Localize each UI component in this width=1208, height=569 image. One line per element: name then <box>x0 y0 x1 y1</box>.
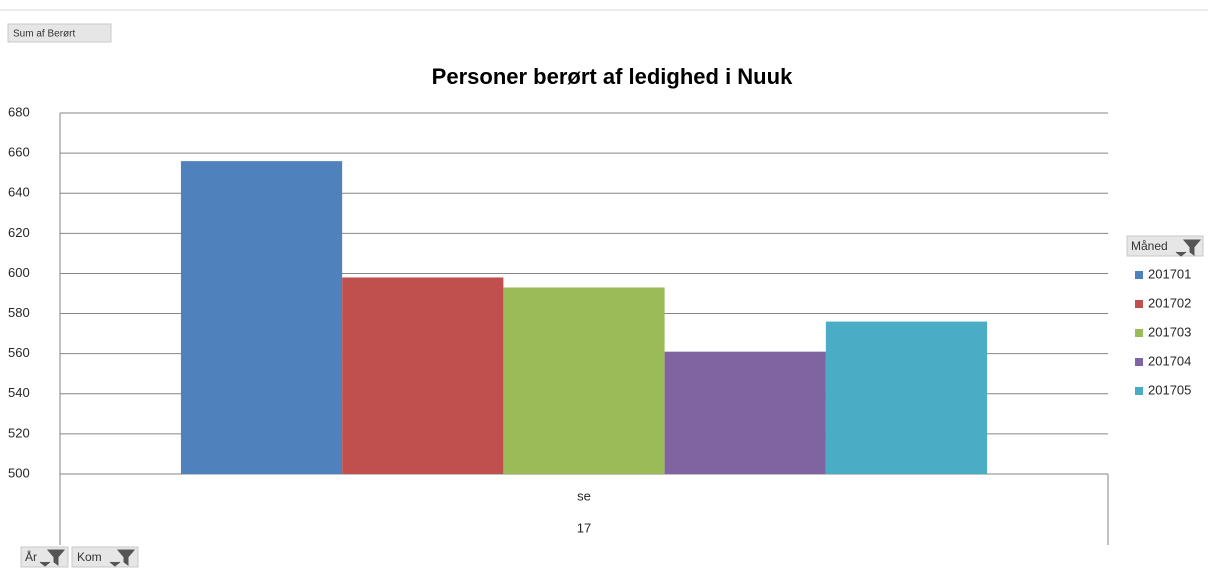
filter-icon[interactable] <box>1175 239 1202 257</box>
y-tick-label: 540 <box>8 385 30 400</box>
bar <box>825 321 988 474</box>
y-tick-label: 620 <box>8 225 30 240</box>
x-tick-label: se <box>577 488 591 503</box>
legend-label: 201701 <box>1148 266 1191 281</box>
value-field-button[interactable]: Sum af Berørt <box>7 23 112 43</box>
legend-swatch <box>1135 387 1143 395</box>
legend-field-button[interactable]: Måned <box>1126 235 1204 257</box>
x-group-label: 17 <box>577 520 591 535</box>
y-tick-label: 660 <box>8 145 30 160</box>
button-label[interactable]: År <box>25 549 37 564</box>
y-tick-label: 580 <box>8 305 30 320</box>
legend-swatch <box>1135 271 1143 279</box>
bar <box>664 351 826 474</box>
chart-title: Personer berørt af ledighed i Nuuk <box>432 64 793 89</box>
bar <box>180 161 343 474</box>
y-tick-label: 500 <box>8 465 30 480</box>
y-tick-label: 640 <box>8 185 30 200</box>
legend-swatch <box>1135 358 1143 366</box>
bar <box>342 277 504 474</box>
legend-swatch <box>1135 300 1143 308</box>
filter-icon[interactable] <box>109 549 136 567</box>
legend-label: 201702 <box>1148 295 1191 310</box>
button-label[interactable]: Måned <box>1131 239 1168 253</box>
axis-field-button[interactable]: År <box>20 546 69 568</box>
y-tick-label: 520 <box>8 425 30 440</box>
button-box[interactable] <box>1126 235 1204 257</box>
y-tick-label: 680 <box>8 104 30 119</box>
legend-label: 201703 <box>1148 324 1191 339</box>
legend-swatch <box>1135 329 1143 337</box>
y-tick-label: 560 <box>8 345 30 360</box>
button-label[interactable]: Kom <box>77 550 102 564</box>
button-label[interactable]: Sum af Berørt <box>13 29 75 40</box>
bar <box>503 287 665 474</box>
filter-icon[interactable] <box>39 549 66 567</box>
button-box[interactable] <box>7 23 112 43</box>
legend-label: 201705 <box>1148 382 1191 397</box>
y-tick-label: 600 <box>8 265 30 280</box>
axis-field-button[interactable]: Kom <box>71 546 139 568</box>
legend-label: 201704 <box>1148 353 1191 368</box>
